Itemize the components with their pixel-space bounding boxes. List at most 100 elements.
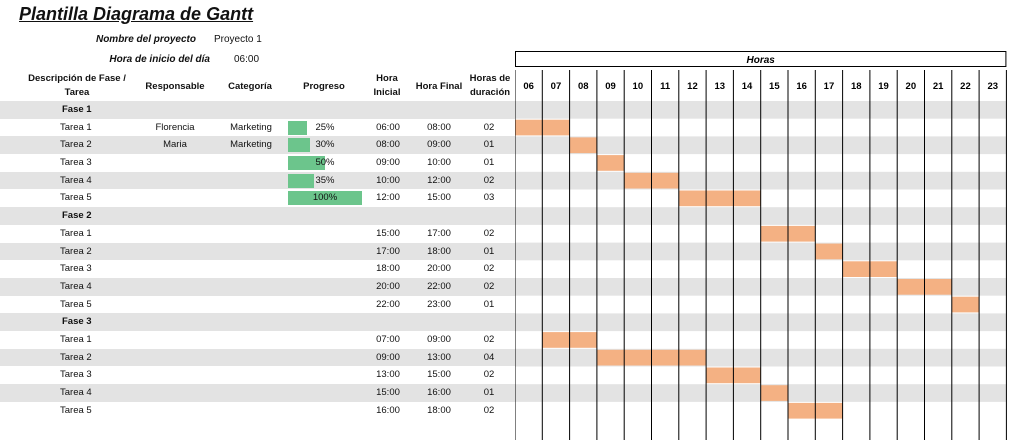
task-end-time[interactable]: 18:00: [427, 245, 451, 257]
task-end-time[interactable]: 12:00: [427, 174, 451, 186]
task-end-time[interactable]: 13:00: [427, 351, 451, 363]
table-row: Tarea 2 Maria Marketing 30% 08:00 09:00 01: [0, 136, 515, 155]
task-start-time[interactable]: 07:00: [376, 333, 400, 345]
header-cat: Categoría: [228, 81, 272, 92]
task-start-time[interactable]: 09:00: [376, 351, 400, 363]
task-duration[interactable]: 02: [483, 369, 495, 381]
task-name[interactable]: Tarea 3: [60, 263, 92, 275]
task-name[interactable]: Tarea 5: [60, 298, 92, 310]
task-name[interactable]: Tarea 5: [60, 404, 92, 416]
task-name[interactable]: Tarea 4: [60, 387, 92, 398]
task-duration[interactable]: 01: [483, 245, 495, 257]
progress-text: 100%: [312, 192, 338, 204]
task-name[interactable]: Tarea 2: [60, 351, 92, 363]
task-duration[interactable]: 04: [483, 351, 495, 363]
task-start-time[interactable]: 13:00: [376, 369, 400, 381]
day-start-label: Hora de inicio del día: [109, 54, 210, 65]
task-name[interactable]: Tarea 1: [60, 333, 92, 345]
gantt-bar: [951, 296, 980, 313]
hour-label: 12: [687, 81, 698, 92]
task-name[interactable]: Tarea 2: [60, 139, 92, 151]
header-resp: Responsable: [145, 81, 205, 92]
task-start-time[interactable]: 06:00: [376, 121, 400, 133]
task-duration[interactable]: 02: [483, 227, 495, 239]
phase-name[interactable]: Fase 2: [62, 210, 92, 222]
task-end-time[interactable]: 10:00: [427, 157, 451, 169]
task-name[interactable]: Tarea 5: [60, 192, 92, 204]
task-end-time[interactable]: 09:00: [427, 333, 451, 345]
task-name[interactable]: Tarea 1: [60, 121, 92, 133]
hour-label: 10: [633, 81, 644, 92]
table-row: Tarea 1 15:00 17:00 02: [0, 225, 515, 243]
task-start-time[interactable]: 22:00: [376, 298, 400, 310]
table-row: Tarea 5 100% 12:00 15:00 03: [0, 189, 515, 207]
task-duration[interactable]: 02: [483, 174, 495, 186]
task-end-time[interactable]: 15:00: [427, 192, 451, 204]
task-duration[interactable]: 03: [483, 192, 495, 204]
table-row: Tarea 4 20:00 22:00 02: [0, 277, 515, 296]
task-end-time[interactable]: 22:00: [427, 280, 451, 292]
task-start-time[interactable]: 15:00: [376, 227, 400, 239]
task-table: Fase 1 Tarea 1 Florencia Marketing 25% 06:00 0…: [0, 101, 515, 419]
task-start-time[interactable]: 18:00: [376, 263, 400, 275]
header-desc: Descripción de Fase / Tarea: [28, 73, 126, 98]
task-end-time[interactable]: 16:00: [427, 387, 451, 398]
task-end-time[interactable]: 23:00: [427, 298, 451, 310]
table-row: Tarea 1 Florencia Marketing 25% 06:00 08:00 02: [0, 119, 515, 137]
task-duration[interactable]: 01: [483, 298, 495, 310]
progress-bar: 30%: [288, 138, 362, 153]
task-start-time[interactable]: 15:00: [376, 387, 400, 398]
task-start-time[interactable]: 12:00: [376, 192, 400, 204]
hour-label: 23: [987, 81, 998, 92]
task-duration[interactable]: 01: [483, 139, 495, 151]
task-duration[interactable]: 02: [483, 121, 495, 133]
task-start-time[interactable]: 16:00: [376, 404, 400, 416]
task-name[interactable]: Tarea 4: [60, 280, 92, 292]
phase-row: Fase 3: [0, 313, 515, 331]
task-start-time[interactable]: 09:00: [376, 157, 400, 169]
task-duration[interactable]: 02: [483, 333, 495, 345]
task-end-time[interactable]: 20:00: [427, 263, 451, 275]
task-end-time[interactable]: 18:00: [427, 404, 451, 416]
task-name[interactable]: Tarea 2: [60, 245, 92, 257]
hour-label: 19: [878, 81, 889, 92]
hour-label: 20: [906, 81, 917, 92]
gantt-bar: [678, 190, 761, 207]
task-duration[interactable]: 01: [483, 387, 495, 398]
table-row: Tarea 1 07:00 09:00 02: [0, 331, 515, 349]
task-duration[interactable]: 02: [483, 263, 495, 275]
hour-label: 18: [851, 81, 862, 92]
project-name-value[interactable]: Proyecto 1: [214, 34, 262, 45]
hour-label: 15: [769, 81, 780, 92]
progress-text: 30%: [315, 139, 335, 151]
header-dur: Horas de duración: [469, 73, 511, 98]
hour-label: 14: [742, 81, 753, 92]
task-name[interactable]: Tarea 4: [60, 174, 92, 186]
task-start-time[interactable]: 20:00: [376, 280, 400, 292]
task-end-time[interactable]: 15:00: [427, 369, 451, 381]
task-duration[interactable]: 02: [483, 280, 495, 292]
task-start-time[interactable]: 08:00: [376, 139, 400, 151]
phase-name[interactable]: Fase 1: [62, 104, 92, 115]
task-start-time[interactable]: 10:00: [376, 174, 400, 186]
task-name[interactable]: Tarea 3: [60, 157, 92, 169]
phase-name[interactable]: Fase 3: [62, 316, 92, 328]
progress-text: 50%: [315, 157, 335, 169]
task-name[interactable]: Tarea 3: [60, 369, 92, 381]
task-responsible[interactable]: Maria: [163, 139, 187, 151]
task-end-time[interactable]: 08:00: [427, 121, 451, 133]
progress-text: 35%: [315, 174, 335, 186]
task-start-time[interactable]: 17:00: [376, 245, 400, 257]
hours-header-box: [515, 51, 1007, 67]
task-responsible[interactable]: Florencia: [155, 121, 195, 133]
day-start-value[interactable]: 06:00: [234, 54, 260, 65]
gantt-chart: Horas 06 07 08 09 10 11 12 13 14 15 16 17 18 19 20 21 22 2…: [515, 51, 1007, 440]
task-duration[interactable]: 02: [483, 404, 495, 416]
task-name[interactable]: Tarea 1: [60, 227, 92, 239]
task-duration[interactable]: 01: [483, 157, 495, 169]
task-end-time[interactable]: 09:00: [427, 139, 451, 151]
task-category[interactable]: Marketing: [230, 139, 272, 151]
task-category[interactable]: Marketing: [230, 121, 272, 133]
task-end-time[interactable]: 17:00: [427, 227, 451, 239]
table-row: Tarea 4 15:00 16:00 01: [0, 384, 515, 402]
